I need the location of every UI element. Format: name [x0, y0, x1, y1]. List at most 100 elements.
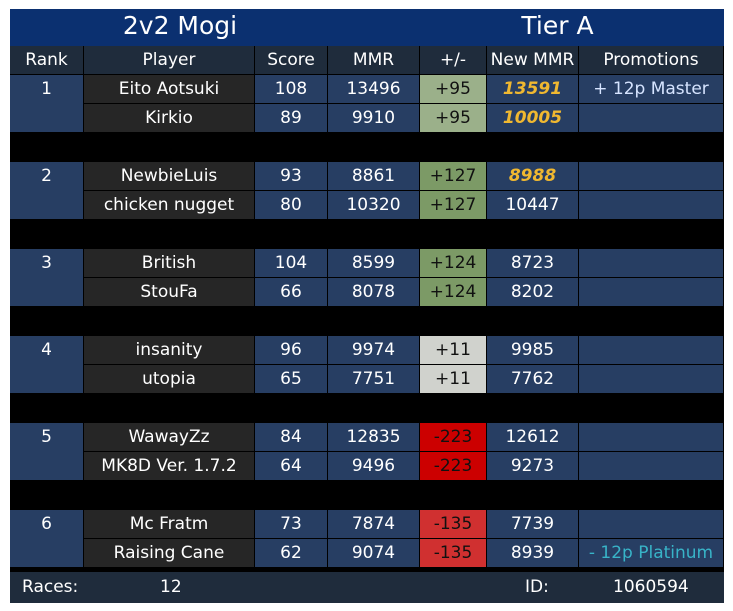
player-promotion	[579, 423, 724, 452]
event-title: 2v2 Mogi	[122, 11, 238, 40]
player-promotion	[579, 249, 724, 278]
player-new-mmr: 7739	[487, 510, 579, 539]
player-promotion	[579, 191, 724, 220]
team-separator	[10, 394, 724, 423]
player-mmr: 8078	[328, 278, 420, 307]
team-separator	[10, 220, 724, 249]
player-score: 108	[255, 75, 328, 104]
header-score: Score	[255, 46, 328, 75]
player-name: Kirkio	[84, 104, 255, 133]
player-mmr: 8861	[328, 162, 420, 191]
team-separator	[10, 133, 724, 162]
player-new-mmr: 8988	[487, 162, 579, 191]
header-delta: +/-	[420, 46, 487, 75]
footer-bar: Races: 12 ID: 1060594	[10, 572, 724, 603]
player-promotion	[579, 365, 724, 394]
player-name: Mc Fratm	[84, 510, 255, 539]
team-rank: 3	[10, 249, 84, 307]
player-promotion	[579, 336, 724, 365]
player-score: 96	[255, 336, 328, 365]
results-table: Rank Player Score MMR +/- New MMR Promot…	[10, 46, 724, 568]
mmr-delta: +11	[420, 336, 487, 365]
player-mmr: 7874	[328, 510, 420, 539]
player-mmr: 9496	[328, 452, 420, 481]
team-rank: 2	[10, 162, 84, 220]
team-rank: 1	[10, 75, 84, 133]
header-rank: Rank	[10, 46, 84, 75]
player-mmr: 9974	[328, 336, 420, 365]
player-score: 104	[255, 249, 328, 278]
team-separator	[10, 307, 724, 336]
player-promotion	[579, 162, 724, 191]
mmr-delta: -223	[420, 452, 487, 481]
mmr-delta: +95	[420, 75, 487, 104]
player-new-mmr: 8202	[487, 278, 579, 307]
player-name: chicken nugget	[84, 191, 255, 220]
mogi-results-card: 2v2 Mogi Tier A Rank Player Score MMR +/…	[10, 9, 724, 603]
player-score: 73	[255, 510, 328, 539]
mmr-delta: -135	[420, 510, 487, 539]
mmr-delta: +127	[420, 162, 487, 191]
team-rank: 4	[10, 336, 84, 394]
header-player: Player	[84, 46, 255, 75]
mmr-delta: +95	[420, 104, 487, 133]
player-score: 65	[255, 365, 328, 394]
mmr-delta: +124	[420, 278, 487, 307]
title-bar: 2v2 Mogi Tier A	[10, 9, 724, 46]
player-score: 89	[255, 104, 328, 133]
player-new-mmr: 7762	[487, 365, 579, 394]
races-value: 12	[160, 577, 182, 597]
team-rank: 6	[10, 510, 84, 568]
team-separator	[10, 481, 724, 510]
player-score: 80	[255, 191, 328, 220]
player-promotion: - 12p Platinum	[579, 539, 724, 568]
player-name: NewbieLuis	[84, 162, 255, 191]
mmr-delta: -135	[420, 539, 487, 568]
id-value: 1060594	[613, 577, 689, 597]
id-label: ID:	[525, 577, 549, 597]
player-name: British	[84, 249, 255, 278]
player-mmr: 8599	[328, 249, 420, 278]
player-promotion	[579, 510, 724, 539]
player-name: Eito Aotsuki	[84, 75, 255, 104]
player-score: 84	[255, 423, 328, 452]
player-score: 64	[255, 452, 328, 481]
races-label: Races:	[22, 577, 79, 597]
tier-label: Tier A	[521, 11, 594, 40]
player-new-mmr: 10005	[487, 104, 579, 133]
player-mmr: 9910	[328, 104, 420, 133]
player-new-mmr: 8723	[487, 249, 579, 278]
player-score: 62	[255, 539, 328, 568]
player-new-mmr: 8939	[487, 539, 579, 568]
header-promotions: Promotions	[579, 46, 724, 75]
player-new-mmr: 12612	[487, 423, 579, 452]
player-promotion	[579, 278, 724, 307]
player-new-mmr: 9985	[487, 336, 579, 365]
player-promotion: + 12p Master	[579, 75, 724, 104]
mmr-delta: +11	[420, 365, 487, 394]
player-name: WawayZz	[84, 423, 255, 452]
player-name: Raising Cane	[84, 539, 255, 568]
mmr-delta: +124	[420, 249, 487, 278]
team-rank: 5	[10, 423, 84, 481]
player-mmr: 13496	[328, 75, 420, 104]
player-promotion	[579, 452, 724, 481]
player-promotion	[579, 104, 724, 133]
player-score: 66	[255, 278, 328, 307]
header-mmr: MMR	[328, 46, 420, 75]
player-score: 93	[255, 162, 328, 191]
header-new-mmr: New MMR	[487, 46, 579, 75]
player-name: insanity	[84, 336, 255, 365]
player-name: StouFa	[84, 278, 255, 307]
player-mmr: 10320	[328, 191, 420, 220]
player-mmr: 7751	[328, 365, 420, 394]
player-name: MK8D Ver. 1.7.2	[84, 452, 255, 481]
player-mmr: 12835	[328, 423, 420, 452]
mmr-delta: -223	[420, 423, 487, 452]
player-mmr: 9074	[328, 539, 420, 568]
mmr-delta: +127	[420, 191, 487, 220]
player-new-mmr: 13591	[487, 75, 579, 104]
player-new-mmr: 9273	[487, 452, 579, 481]
player-name: utopia	[84, 365, 255, 394]
player-new-mmr: 10447	[487, 191, 579, 220]
